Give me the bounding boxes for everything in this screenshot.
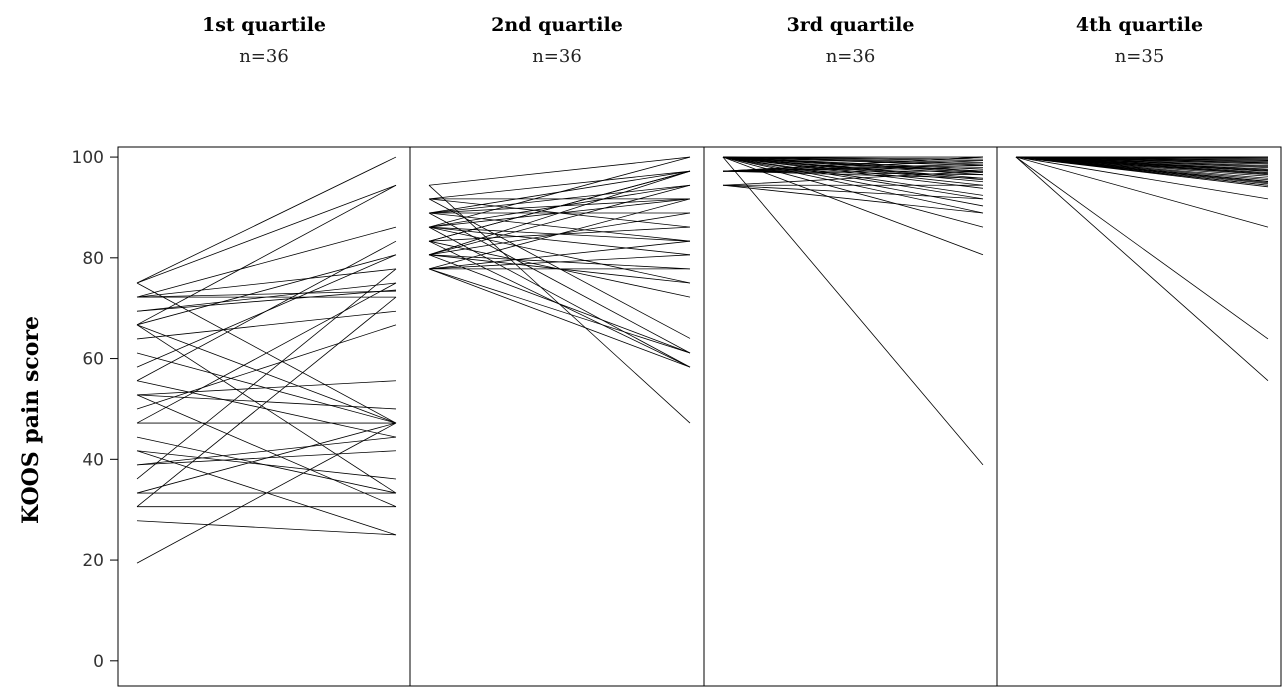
patient-trajectory-line [722,156,984,164]
patient-trajectory-line [722,156,984,189]
patient-trajectory-line [1015,156,1269,340]
patient-trajectory-line [136,296,397,507]
patient-trajectory-line [136,290,397,298]
patient-trajectory-line [722,156,984,181]
patient-trajectory-line [722,156,984,167]
panel-2 [409,146,705,687]
panel-1 [117,146,411,687]
patient-trajectory-line [722,156,984,466]
patient-trajectory-line [722,170,984,186]
patient-trajectory-line [722,156,984,160]
patient-trajectory-line [428,226,691,368]
patient-trajectory-line [136,422,397,564]
patient-trajectory-line [428,240,691,270]
panel-n-label: n=36 [239,46,289,67]
patient-trajectory-line [1015,156,1269,184]
patient-trajectory-line [722,170,984,179]
patient-trajectory-line [136,422,397,494]
y-tick-label: 0 [93,652,104,672]
patient-trajectory-line [1015,156,1269,188]
patient-trajectory-line [428,156,691,186]
patient-trajectory-line [722,156,984,207]
patient-trajectory-line [722,160,984,172]
panel-3 [703,146,998,687]
patient-trajectory-line [136,450,397,480]
patient-trajectory-line [1015,156,1269,161]
patient-trajectory-line [428,198,691,228]
patient-trajectory-line [428,184,691,214]
y-tick-label: 60 [82,350,104,370]
y-axis-label: KOOS pain score [18,316,44,524]
patient-trajectory-line [1015,156,1269,164]
patient-trajectory-line [1015,156,1269,171]
panel-n-label: n=35 [1115,46,1165,67]
patient-trajectory-line [136,520,397,536]
panels [117,146,1282,687]
patient-trajectory-line [1015,156,1269,177]
patient-trajectory-line [136,184,397,326]
patient-trajectory-line [428,184,691,256]
patient-trajectory-line [136,268,397,480]
patient-trajectory-line [428,268,691,354]
patient-trajectory-line [136,254,397,368]
patient-trajectory-line [722,156,984,172]
patient-trajectory-line [428,268,691,368]
patient-trajectory-line [722,156,984,196]
patient-trajectory-line [136,226,397,298]
patient-trajectory-line [722,156,984,174]
patient-trajectory-line [1015,156,1269,200]
patient-trajectory-line [428,170,691,200]
y-axis: 0 20 40 60 80 100 [72,148,118,672]
patient-trajectory-line [1015,156,1269,382]
patient-trajectory-line [428,254,691,270]
panel-4 [996,146,1282,687]
patient-trajectory-line [136,310,397,340]
patient-trajectory-line [136,282,397,424]
patient-trajectory-line [722,184,984,214]
panel-n-label: n=36 [532,46,582,67]
y-tick-label: 100 [72,148,104,168]
panel-title: 3rd quartile [787,14,915,36]
patient-trajectory-line [428,198,691,270]
panel-frame [996,146,1282,687]
patient-trajectory-line [136,156,397,284]
patient-trajectory-line [428,226,691,256]
panel-title: 2nd quartile [491,14,623,36]
patient-trajectory-line [136,254,397,326]
patient-trajectory-line [722,156,984,256]
panel-title: 4th quartile [1076,14,1203,36]
patient-trajectory-line [1015,156,1269,228]
panel-frame [703,146,998,687]
patient-trajectory-line [136,380,397,396]
patient-trajectory-line [136,380,397,438]
patient-trajectory-line [428,184,691,228]
panel-title: 1st quartile [202,14,326,36]
y-tick-label: 40 [82,450,104,470]
panel-n-label: n=36 [826,46,876,67]
y-tick-label: 80 [82,249,104,269]
patient-trajectory-line [428,254,691,354]
panel-titles: 1st quartile n=36 2nd quartile n=36 3rd quar… [202,14,1203,67]
patient-trajectory-line [136,289,397,312]
patient-trajectory-line [428,156,691,228]
patient-trajectory-line [428,254,691,284]
patient-trajectory-line [722,156,984,170]
patient-trajectory-line [1015,156,1269,169]
patient-trajectory-line [428,212,691,242]
patient-trajectory-line [136,184,397,284]
patient-trajectory-line [136,324,397,410]
panel-frame [117,146,411,687]
patient-trajectory-line [722,184,984,200]
panel-frame [409,146,705,687]
patient-trajectory-line [1015,156,1269,175]
patient-trajectory-line [136,436,397,466]
y-tick-label: 20 [82,551,104,571]
